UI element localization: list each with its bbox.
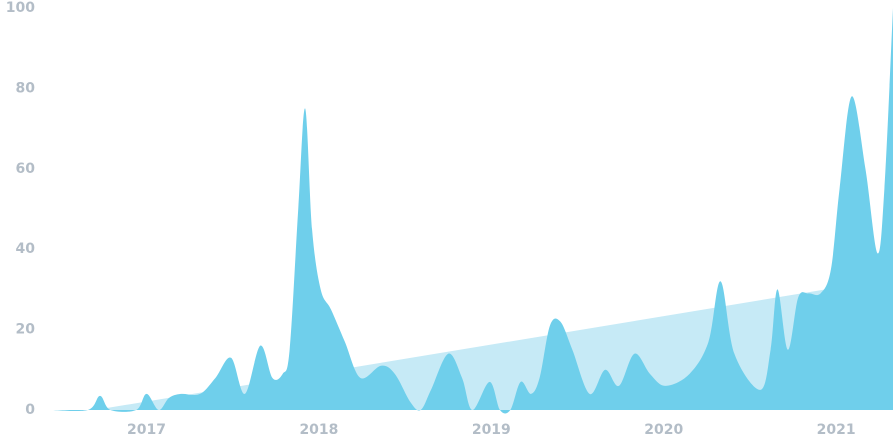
- y-tick-label: 80: [16, 80, 36, 96]
- x-tick-label: 2020: [644, 422, 683, 438]
- y-tick-label: 0: [25, 402, 35, 418]
- x-tick-label: 2021: [817, 422, 856, 438]
- area: [50, 8, 893, 414]
- y-tick-label: 60: [16, 161, 36, 177]
- x-tick-label: 2017: [127, 422, 166, 438]
- y-tick-label: 100: [6, 0, 35, 16]
- y-tick-label: 20: [16, 322, 36, 338]
- x-tick-label: 2018: [299, 422, 338, 438]
- x-tick-label: 2019: [472, 422, 511, 438]
- y-tick-label: 40: [16, 241, 36, 257]
